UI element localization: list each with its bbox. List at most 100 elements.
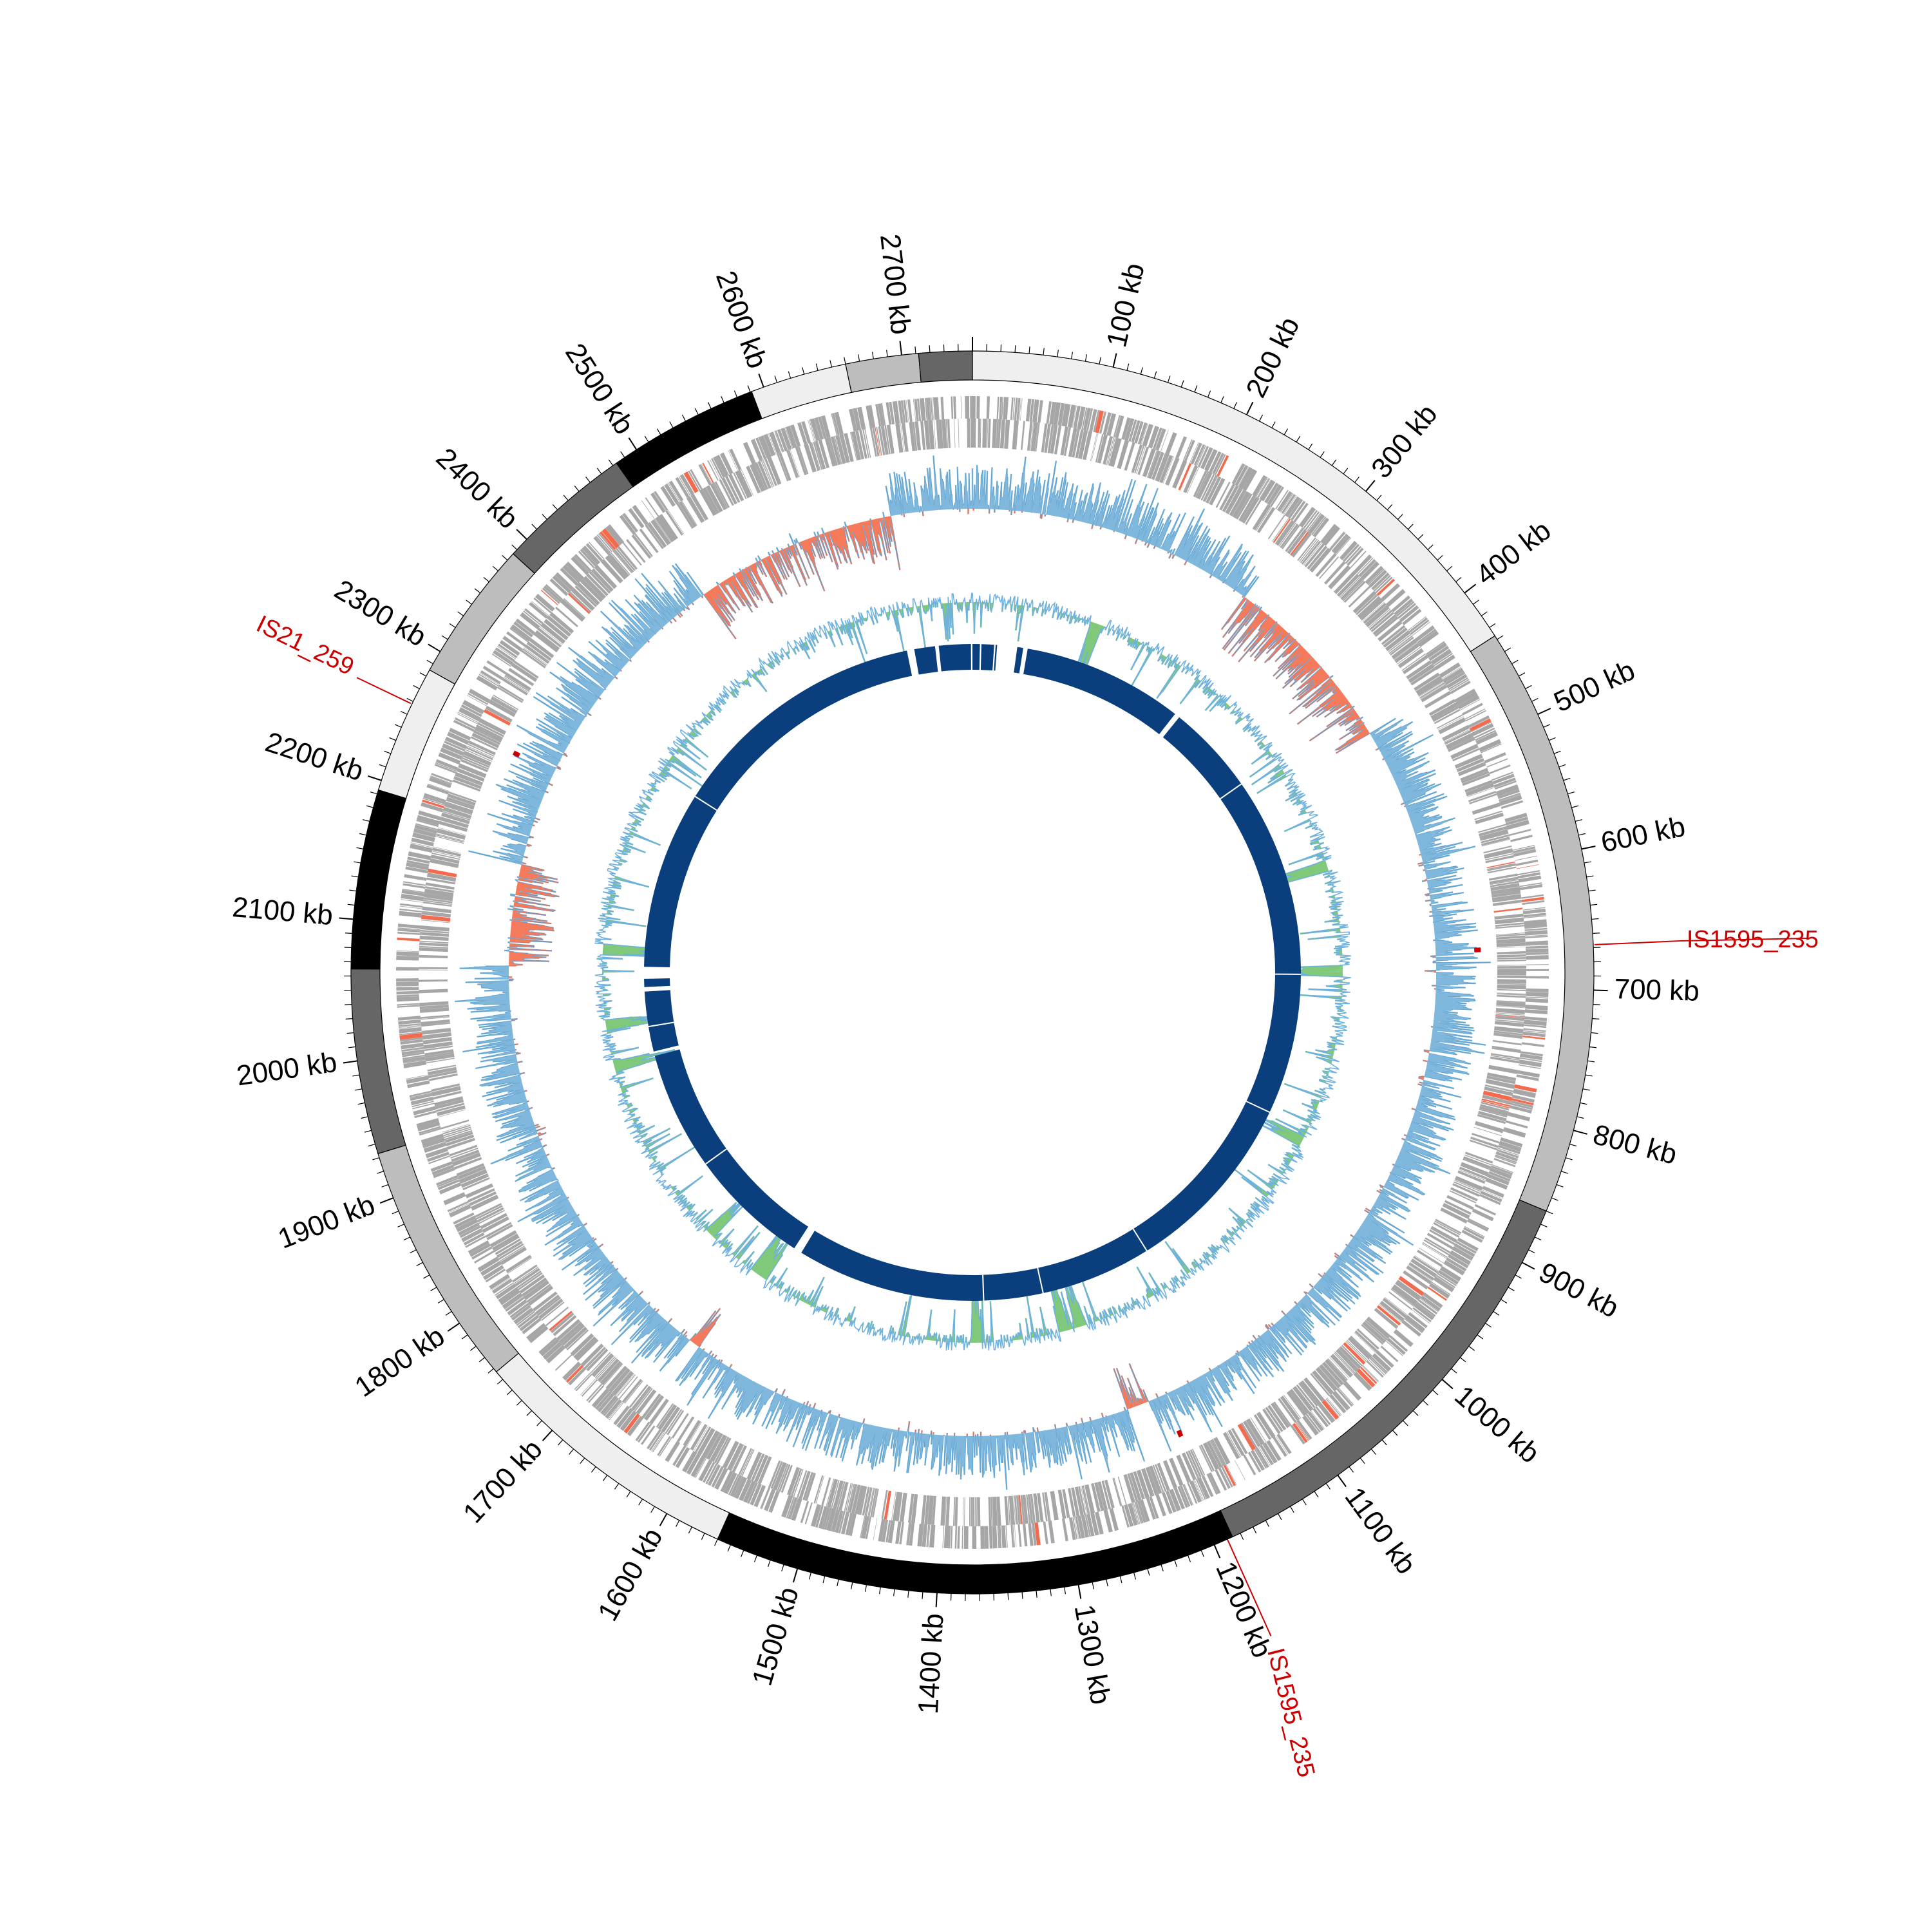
minor-tick bbox=[1584, 861, 1591, 864]
minor-tick bbox=[1320, 451, 1325, 458]
minor-tick bbox=[1553, 750, 1561, 754]
minor-tick bbox=[1591, 918, 1599, 920]
minor-tick bbox=[1277, 1513, 1282, 1520]
tick-label: 1000 kb bbox=[1448, 1379, 1545, 1470]
minor-tick bbox=[1071, 352, 1074, 359]
tick-label: 1400 kb bbox=[913, 1613, 950, 1715]
major-tick bbox=[379, 1197, 394, 1204]
minor-tick bbox=[914, 346, 916, 354]
annotation-leader bbox=[1594, 940, 1680, 945]
minor-tick bbox=[502, 555, 508, 561]
minor-tick bbox=[364, 1130, 372, 1133]
minor-tick bbox=[1325, 1483, 1331, 1490]
is-element-marker bbox=[1176, 1429, 1184, 1437]
major-tick bbox=[542, 1430, 553, 1441]
minor-tick bbox=[1160, 1564, 1164, 1572]
minor-tick bbox=[345, 933, 352, 934]
synteny-divider bbox=[1245, 1101, 1270, 1113]
minor-tick bbox=[1593, 933, 1600, 934]
synteny-block bbox=[914, 646, 938, 675]
minor-tick bbox=[1585, 1074, 1593, 1077]
tick-label: 200 kb bbox=[1240, 312, 1305, 402]
minor-tick bbox=[346, 1032, 354, 1034]
tick-label: 2400 kb bbox=[430, 442, 524, 535]
major-tick bbox=[792, 1568, 799, 1583]
minor-tick bbox=[366, 805, 374, 808]
minor-tick bbox=[822, 1576, 826, 1584]
tick-label: 1500 kb bbox=[746, 1584, 805, 1689]
minor-tick bbox=[727, 1544, 731, 1552]
minor-tick bbox=[400, 711, 408, 715]
is-element-marker bbox=[1474, 947, 1481, 952]
minor-tick bbox=[1126, 363, 1130, 371]
skew-line bbox=[455, 455, 1491, 1490]
minor-tick bbox=[1525, 685, 1532, 689]
minor-tick bbox=[1258, 414, 1264, 422]
minor-tick bbox=[1099, 357, 1101, 365]
minor-tick bbox=[1007, 1593, 1009, 1600]
tick-label: 2000 kb bbox=[234, 1046, 339, 1092]
major-tick bbox=[1573, 1130, 1587, 1135]
synteny-block bbox=[644, 978, 670, 987]
minor-tick bbox=[1460, 1357, 1466, 1363]
minor-tick bbox=[1043, 348, 1045, 355]
minor-tick bbox=[1508, 1287, 1515, 1291]
minor-tick bbox=[413, 685, 420, 689]
minor-tick bbox=[361, 1116, 368, 1119]
minor-tick bbox=[829, 360, 833, 368]
minor-tick bbox=[1220, 396, 1224, 403]
minor-tick bbox=[406, 697, 413, 702]
is-element-label: IS21_259 bbox=[252, 611, 358, 681]
minor-tick bbox=[1563, 777, 1571, 781]
contig-ring bbox=[350, 350, 1595, 1595]
major-tick bbox=[899, 341, 902, 355]
tick-label: 2600 kb bbox=[710, 267, 773, 372]
minor-tick bbox=[1408, 524, 1414, 530]
minor-tick bbox=[1561, 1171, 1568, 1174]
minor-tick bbox=[1588, 889, 1596, 892]
minor-tick bbox=[457, 611, 464, 616]
minor-tick bbox=[1387, 504, 1393, 511]
minor-tick bbox=[656, 428, 661, 435]
minor-tick bbox=[844, 357, 846, 365]
minor-tick bbox=[354, 861, 361, 864]
minor-tick bbox=[1153, 371, 1157, 379]
minor-tick bbox=[389, 737, 397, 741]
tick-label: 2100 kb bbox=[231, 891, 334, 931]
minor-tick bbox=[1515, 1274, 1522, 1279]
is-element-marker bbox=[512, 750, 521, 758]
synteny-block bbox=[972, 644, 980, 670]
minor-tick bbox=[1188, 1555, 1191, 1562]
minor-tick bbox=[1556, 1184, 1564, 1188]
minor-tick bbox=[837, 1579, 839, 1587]
minor-tick bbox=[721, 396, 724, 403]
minor-tick bbox=[669, 421, 674, 428]
minor-tick bbox=[506, 1389, 513, 1396]
major-tick bbox=[1522, 1262, 1535, 1270]
minor-tick bbox=[1194, 385, 1198, 392]
synteny-block bbox=[801, 717, 1302, 1302]
minor-tick bbox=[1580, 1102, 1587, 1105]
minor-tick bbox=[569, 1448, 574, 1455]
major-tick bbox=[1593, 989, 1608, 992]
minor-tick bbox=[1403, 1420, 1408, 1426]
synteny-divider bbox=[694, 795, 717, 811]
gc-content-line bbox=[594, 592, 1351, 1351]
minor-tick bbox=[351, 875, 359, 878]
minor-tick bbox=[676, 1520, 680, 1527]
minor-tick bbox=[1587, 1060, 1595, 1063]
minor-tick bbox=[1571, 805, 1579, 808]
minor-tick bbox=[1381, 1439, 1387, 1446]
tick-label: 900 kb bbox=[1534, 1256, 1624, 1324]
synteny-block bbox=[644, 990, 679, 1052]
contig-segment bbox=[845, 352, 922, 393]
minor-tick bbox=[1481, 611, 1488, 616]
minor-tick bbox=[1489, 623, 1496, 628]
minor-tick bbox=[815, 363, 819, 371]
minor-tick bbox=[1558, 764, 1566, 768]
major-tick bbox=[659, 1513, 668, 1526]
minor-tick bbox=[626, 1491, 631, 1498]
minor-tick bbox=[1511, 659, 1519, 665]
tick-label: 1300 kb bbox=[1068, 1602, 1117, 1707]
minor-tick bbox=[1050, 1589, 1052, 1596]
